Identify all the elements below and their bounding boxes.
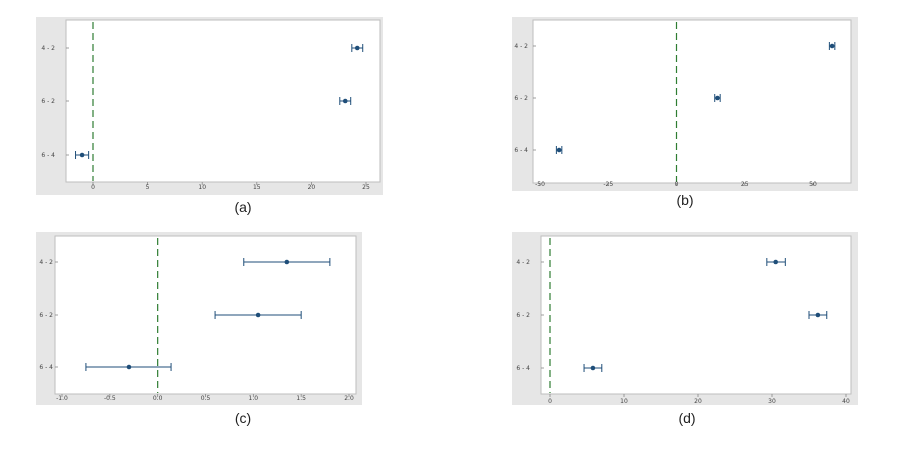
x-tick-label: -0.5 <box>104 395 116 402</box>
plot-area <box>532 19 852 184</box>
estimate-point <box>342 98 348 104</box>
category-label: 6 - 4 <box>514 147 528 154</box>
category-label: 6 - 2 <box>41 98 55 105</box>
estimate-point <box>773 259 778 265</box>
category-label: 6 - 2 <box>514 95 528 102</box>
x-tick-label: 30 <box>768 398 776 405</box>
x-tick-label: 0 <box>91 184 95 191</box>
x-tick-label: -25 <box>603 181 613 188</box>
x-tick-label: 2.0 <box>344 395 354 402</box>
x-tick-label: 20 <box>694 398 702 405</box>
x-tick-label: 50 <box>809 181 817 188</box>
plot-area <box>65 19 381 183</box>
panel-caption: (c) <box>235 410 251 426</box>
x-tick-label: 0.0 <box>153 395 163 402</box>
x-tick-label: -1.0 <box>56 395 68 402</box>
estimate-point <box>715 95 720 101</box>
x-tick-label: 10 <box>198 184 206 191</box>
chart-panel: 4 - 2 6 - 2 6 - 4 -50 -25 0 25 50 (b) <box>512 17 858 208</box>
estimate-point <box>255 312 261 318</box>
category-label: 6 - 2 <box>39 312 53 319</box>
chart-panel: 4 - 2 6 - 2 6 - 4 -1.0 -0.5 0.0 0.5 1.0 1.5 2.0 (c… <box>36 232 362 426</box>
plot-area <box>540 235 852 395</box>
estimate-point <box>829 43 835 49</box>
x-tick-label: 0.5 <box>201 395 211 402</box>
estimate-point <box>354 45 360 51</box>
category-label: 6 - 2 <box>516 312 530 319</box>
category-label: 4 - 2 <box>516 259 530 266</box>
x-tick-label: -50 <box>535 181 545 188</box>
panel-caption: (b) <box>676 192 693 208</box>
category-label: 6 - 4 <box>41 152 55 159</box>
estimate-point <box>590 365 596 371</box>
x-tick-label: 15 <box>253 184 261 191</box>
x-tick-label: 5 <box>146 184 150 191</box>
chart-panel: 4 - 2 6 - 2 6 - 4 0 5 10 15 20 25 (a) <box>36 17 383 215</box>
x-tick-label: 1.5 <box>296 395 306 402</box>
estimate-point <box>79 152 85 158</box>
category-label: 4 - 2 <box>514 43 528 50</box>
category-label: 4 - 2 <box>39 259 53 266</box>
plot-area <box>54 235 357 395</box>
estimate-point <box>126 364 132 370</box>
panel-caption: (a) <box>234 199 251 215</box>
chart-panel: 4 - 2 6 - 2 6 - 4 0 10 20 30 40 (d) <box>512 232 858 426</box>
estimate-point <box>815 312 821 318</box>
category-label: 6 - 4 <box>516 365 530 372</box>
x-tick-label: 0 <box>548 398 552 405</box>
x-tick-label: 0 <box>675 181 679 188</box>
x-tick-label: 25 <box>362 184 370 191</box>
category-label: 4 - 2 <box>41 45 55 52</box>
category-label: 6 - 4 <box>39 364 53 371</box>
x-tick-label: 25 <box>741 181 749 188</box>
estimate-point <box>556 147 562 153</box>
x-tick-label: 10 <box>620 398 628 405</box>
x-tick-label: 20 <box>308 184 316 191</box>
panel-caption: (d) <box>678 410 695 426</box>
estimate-point <box>284 259 290 265</box>
x-tick-label: 1.0 <box>249 395 259 402</box>
x-tick-label: 40 <box>842 398 850 405</box>
